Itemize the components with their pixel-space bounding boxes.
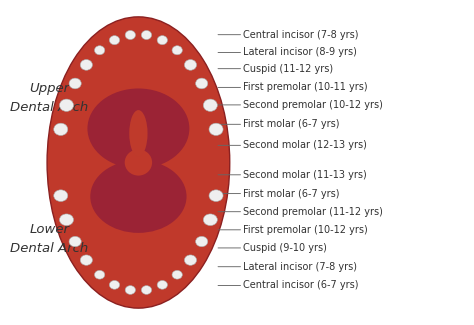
- Ellipse shape: [184, 255, 197, 265]
- Ellipse shape: [59, 99, 73, 111]
- Ellipse shape: [109, 280, 119, 289]
- Text: Cuspid (9-10 yrs): Cuspid (9-10 yrs): [243, 243, 327, 253]
- Ellipse shape: [125, 286, 136, 294]
- Ellipse shape: [59, 214, 73, 226]
- Text: Upper
Dental Arch: Upper Dental Arch: [10, 82, 89, 114]
- Text: Second molar (12-13 yrs): Second molar (12-13 yrs): [243, 140, 367, 150]
- Text: Second premolar (11-12 yrs): Second premolar (11-12 yrs): [243, 207, 383, 217]
- Text: Lateral incisor (8-9 yrs): Lateral incisor (8-9 yrs): [243, 47, 357, 58]
- Text: Central incisor (6-7 yrs): Central incisor (6-7 yrs): [243, 280, 358, 291]
- Ellipse shape: [203, 214, 218, 226]
- Ellipse shape: [90, 160, 187, 233]
- Ellipse shape: [80, 59, 92, 70]
- Text: Second premolar (10-12 yrs): Second premolar (10-12 yrs): [243, 100, 383, 110]
- Ellipse shape: [184, 59, 197, 70]
- Ellipse shape: [109, 36, 119, 45]
- Ellipse shape: [141, 31, 152, 40]
- Ellipse shape: [80, 255, 92, 265]
- Text: Lower
Dental Arch: Lower Dental Arch: [10, 223, 89, 254]
- Ellipse shape: [94, 46, 105, 55]
- Text: First premolar (10-12 yrs): First premolar (10-12 yrs): [243, 225, 368, 235]
- Ellipse shape: [196, 236, 208, 247]
- Ellipse shape: [129, 110, 147, 157]
- Text: Lateral incisor (7-8 yrs): Lateral incisor (7-8 yrs): [243, 262, 357, 272]
- Ellipse shape: [141, 286, 152, 294]
- Text: Second molar (11-13 yrs): Second molar (11-13 yrs): [243, 170, 366, 180]
- Text: First molar (6-7 yrs): First molar (6-7 yrs): [243, 119, 339, 129]
- Text: First molar (6-7 yrs): First molar (6-7 yrs): [243, 188, 339, 199]
- Ellipse shape: [69, 236, 81, 247]
- Ellipse shape: [157, 36, 167, 45]
- Text: Cuspid (11-12 yrs): Cuspid (11-12 yrs): [243, 64, 333, 74]
- Ellipse shape: [172, 270, 182, 279]
- Ellipse shape: [54, 190, 68, 202]
- Text: Central incisor (7-8 yrs): Central incisor (7-8 yrs): [243, 30, 358, 40]
- Ellipse shape: [47, 17, 230, 308]
- Ellipse shape: [209, 123, 223, 136]
- Ellipse shape: [203, 99, 218, 111]
- Ellipse shape: [87, 88, 190, 169]
- Ellipse shape: [196, 78, 208, 89]
- Ellipse shape: [172, 46, 182, 55]
- Ellipse shape: [69, 78, 81, 89]
- Ellipse shape: [125, 31, 136, 40]
- Text: First premolar (10-11 yrs): First premolar (10-11 yrs): [243, 83, 367, 92]
- Ellipse shape: [94, 270, 105, 279]
- Ellipse shape: [54, 123, 68, 136]
- Ellipse shape: [125, 150, 152, 176]
- Ellipse shape: [209, 190, 223, 202]
- Ellipse shape: [157, 280, 167, 289]
